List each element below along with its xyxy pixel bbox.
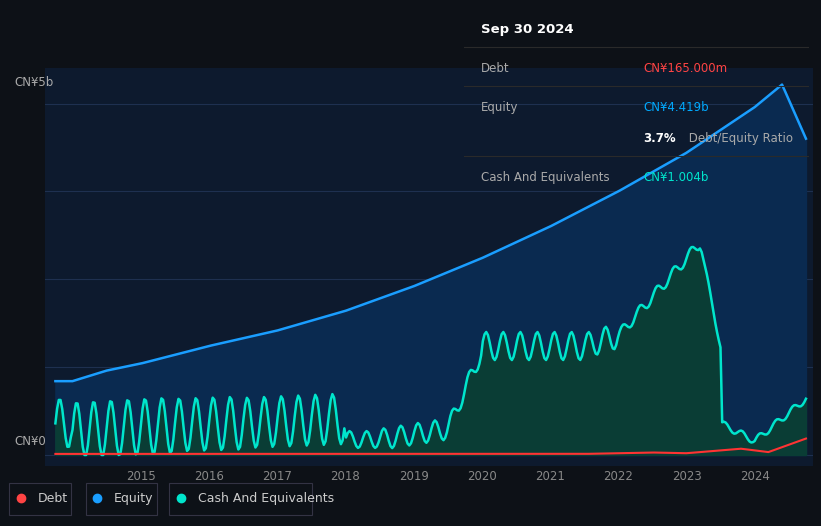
FancyBboxPatch shape bbox=[85, 483, 157, 515]
Text: Debt/Equity Ratio: Debt/Equity Ratio bbox=[685, 133, 792, 146]
Text: CN¥4.419b: CN¥4.419b bbox=[643, 102, 709, 114]
FancyBboxPatch shape bbox=[9, 483, 71, 515]
FancyBboxPatch shape bbox=[169, 483, 312, 515]
Text: Cash And Equivalents: Cash And Equivalents bbox=[481, 171, 610, 185]
Text: CN¥5b: CN¥5b bbox=[14, 76, 53, 89]
Text: CN¥165.000m: CN¥165.000m bbox=[643, 63, 727, 75]
Text: CN¥1.004b: CN¥1.004b bbox=[643, 171, 709, 185]
Text: CN¥0: CN¥0 bbox=[14, 435, 46, 448]
Text: Debt: Debt bbox=[481, 63, 510, 75]
Text: Sep 30 2024: Sep 30 2024 bbox=[481, 24, 574, 36]
Text: Equity: Equity bbox=[114, 492, 154, 505]
Text: Cash And Equivalents: Cash And Equivalents bbox=[198, 492, 334, 505]
Text: 3.7%: 3.7% bbox=[643, 133, 676, 146]
Text: Debt: Debt bbox=[38, 492, 68, 505]
Text: Equity: Equity bbox=[481, 102, 519, 114]
